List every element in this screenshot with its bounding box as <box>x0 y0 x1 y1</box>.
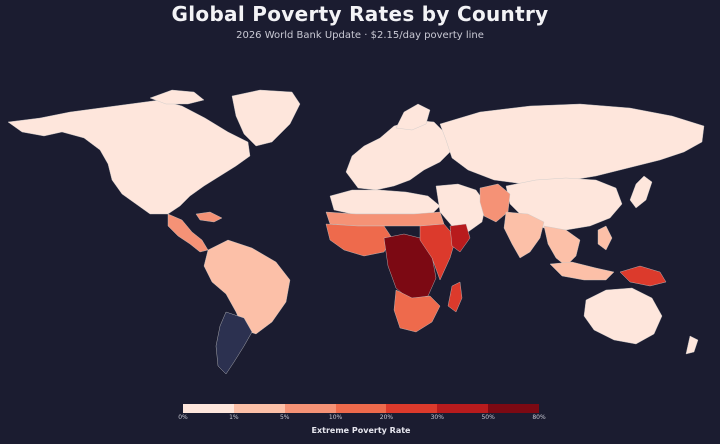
region-central-america <box>167 213 209 253</box>
poverty-legend: 0% 1% 5% 10% 20% 30% 50% 80% Extreme Pov… <box>178 404 546 435</box>
region-west-africa <box>325 223 393 257</box>
region-madagascar <box>447 281 463 313</box>
legend-tick: 80% <box>532 414 546 421</box>
legend-swatch <box>284 404 336 413</box>
region-australia <box>583 287 663 345</box>
legend-title: Extreme Poverty Rate <box>311 426 411 435</box>
region-sahel <box>325 211 445 227</box>
region-arctic-islands <box>149 89 205 105</box>
legend-tick: 20% <box>379 414 394 421</box>
legend-swatch <box>183 404 234 413</box>
region-north-africa <box>329 189 441 215</box>
legend-tick: 50% <box>481 414 495 421</box>
legend-swatch <box>437 404 489 413</box>
legend-tick: 1% <box>229 414 239 421</box>
region-caribbean <box>195 211 223 223</box>
region-scandinavia <box>395 103 431 131</box>
region-central-africa <box>383 233 437 301</box>
legend-swatch <box>386 404 438 413</box>
region-southeast-asia <box>543 225 581 267</box>
region-argentina <box>215 311 253 375</box>
region-south-america <box>203 239 291 335</box>
legend-tick: 30% <box>430 414 444 421</box>
region-middle-east <box>435 183 487 233</box>
region-horn-of-africa <box>449 223 471 253</box>
region-pakistan-afghanistan <box>479 183 511 223</box>
region-new-zealand <box>685 335 699 355</box>
legend-swatch <box>233 404 285 413</box>
map-title: Global Poverty Rates by Country <box>171 2 549 26</box>
region-europe <box>345 119 453 191</box>
legend-colorbar <box>183 404 540 413</box>
region-japan <box>629 175 653 209</box>
legend-swatch <box>488 404 540 413</box>
map-subtitle: 2026 World Bank Update · $2.15/day pover… <box>236 30 484 41</box>
region-greenland <box>231 89 301 147</box>
region-east-africa <box>419 223 457 281</box>
legend-tick: 5% <box>279 414 290 421</box>
region-north-america <box>7 99 251 215</box>
legend-tick: 0% <box>178 414 188 421</box>
region-russia <box>439 103 705 185</box>
region-indonesia <box>549 261 615 281</box>
region-papua-new-guinea <box>619 265 667 287</box>
legend-swatch <box>335 404 387 413</box>
region-india <box>503 211 545 259</box>
region-southern-africa <box>393 289 441 333</box>
legend-tick: 10% <box>328 414 343 421</box>
legend-ticks: 0% 1% 5% 10% 20% 30% 50% 80% <box>178 414 545 426</box>
region-philippines <box>597 225 613 251</box>
